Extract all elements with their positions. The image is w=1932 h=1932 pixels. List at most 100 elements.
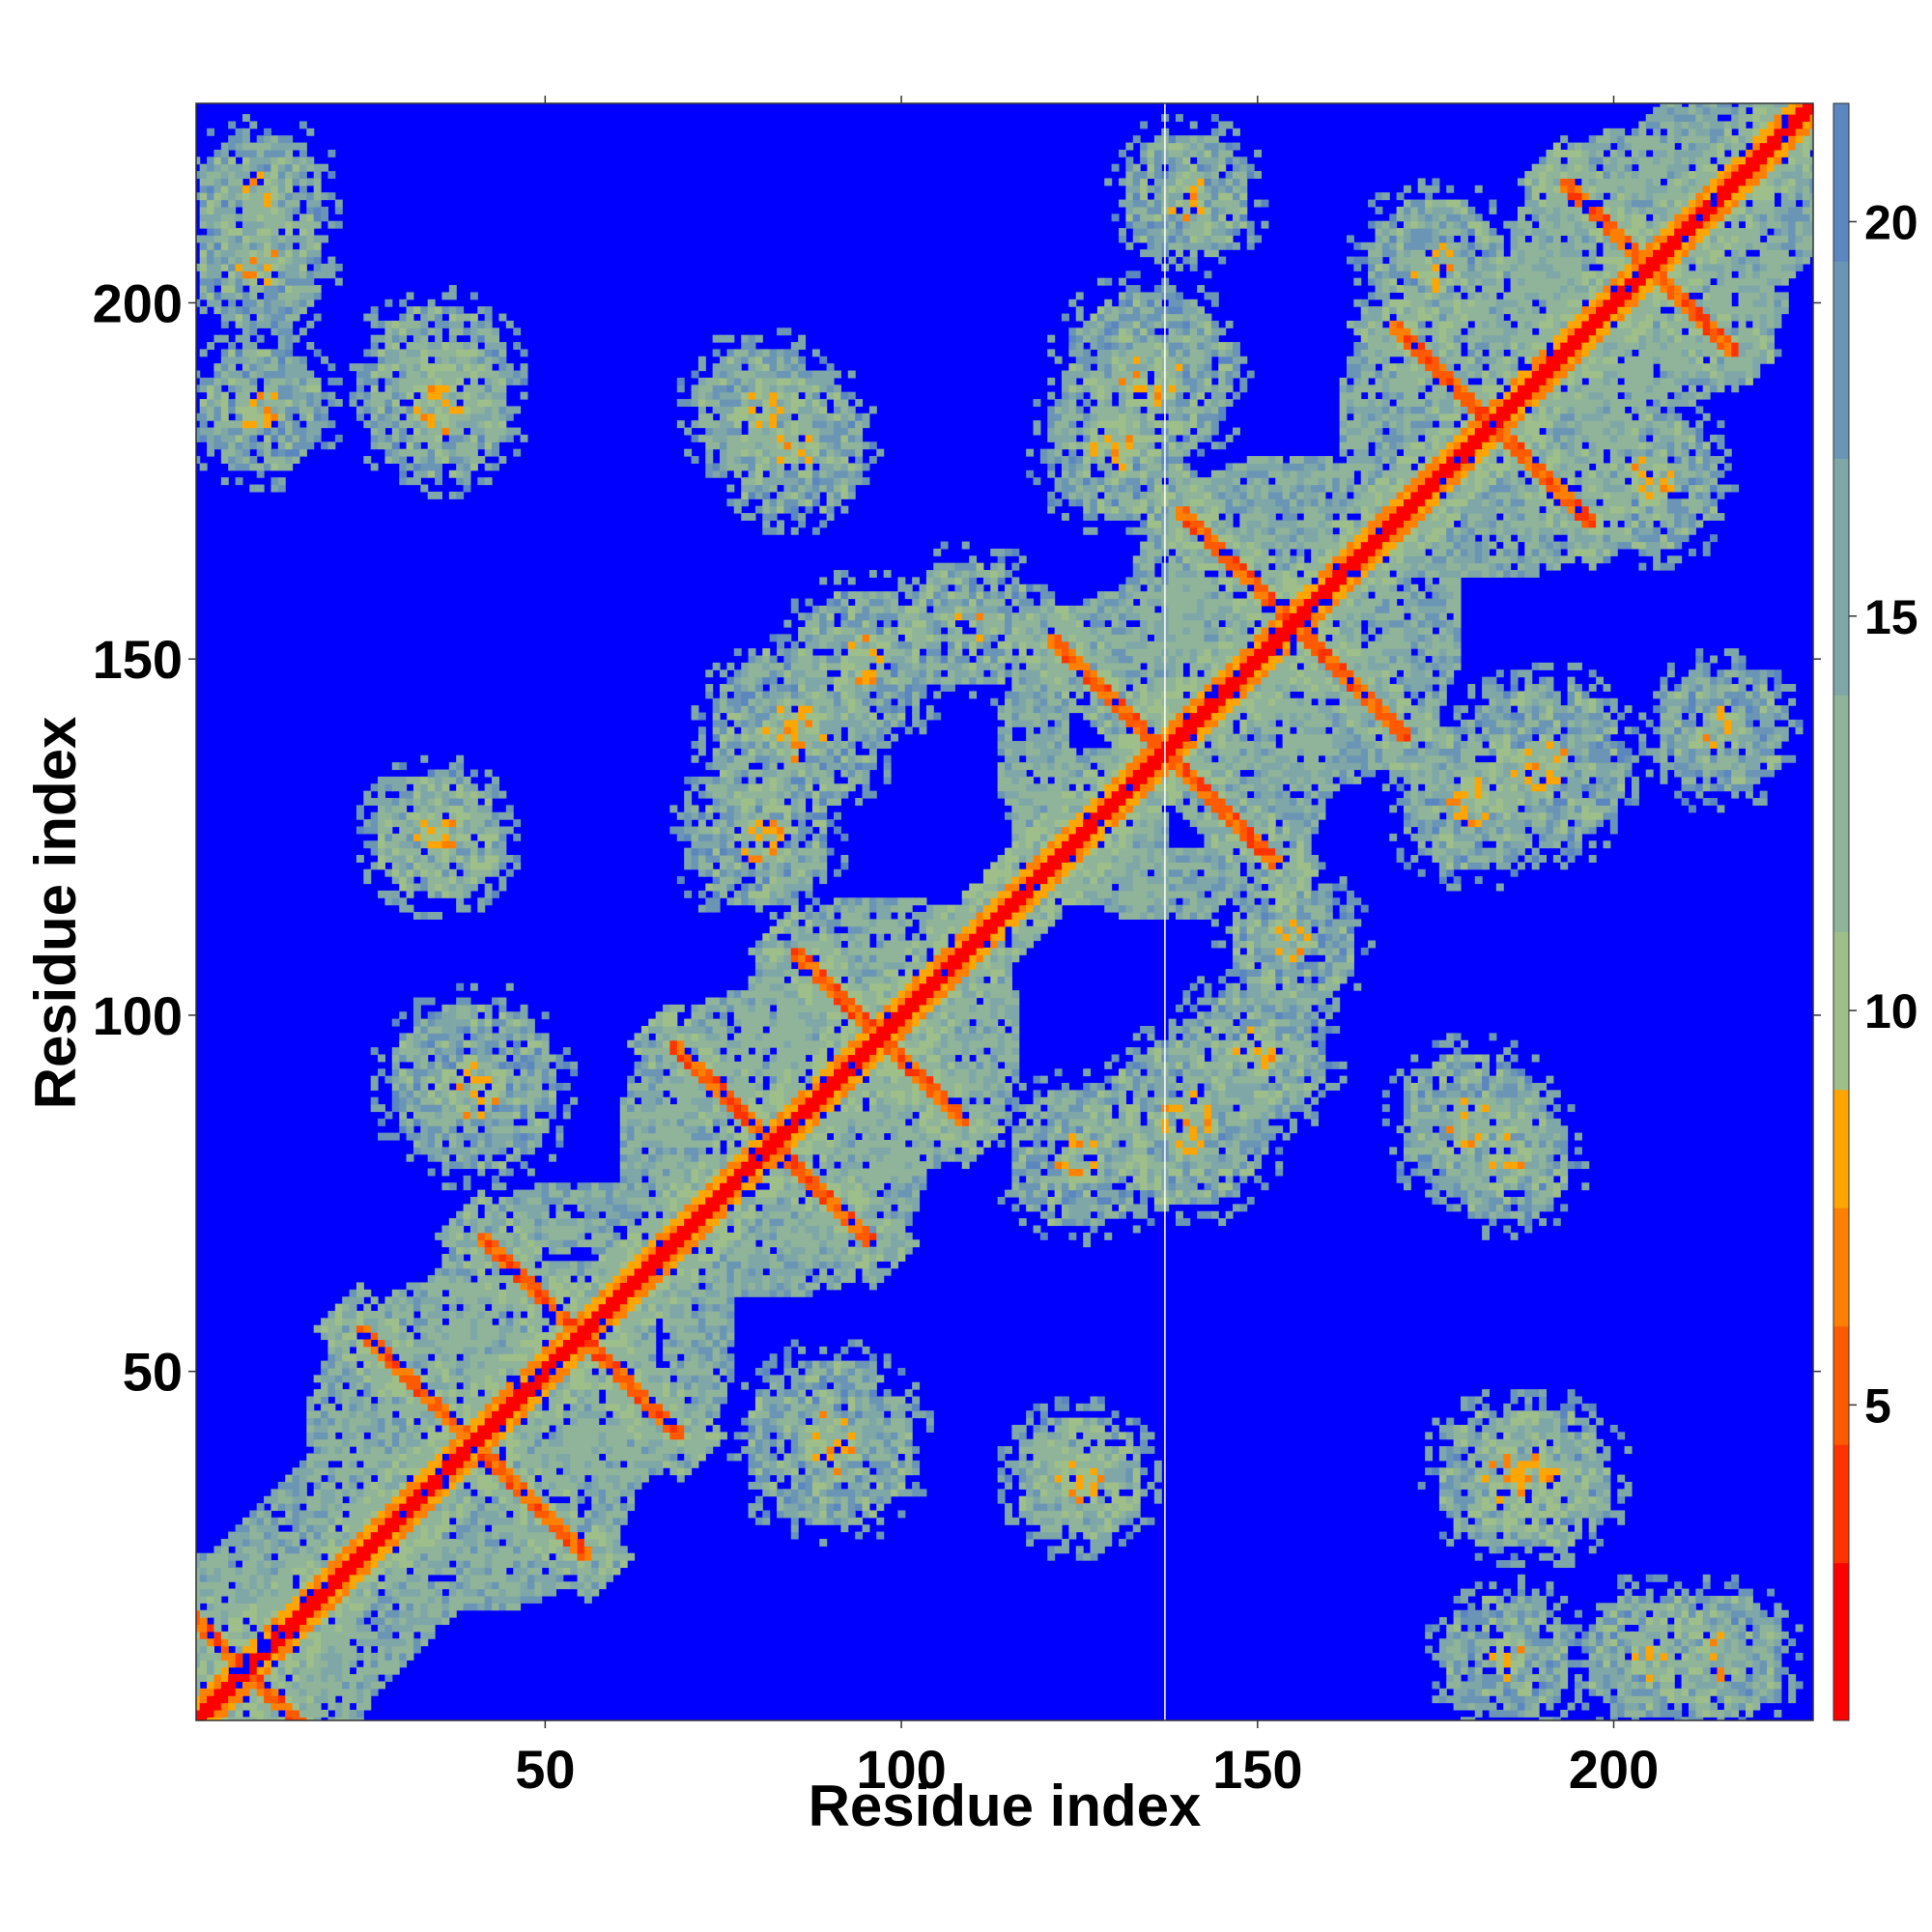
heatmap-cell xyxy=(513,1210,522,1219)
heatmap-cell xyxy=(441,1552,450,1561)
heatmap-cell xyxy=(242,306,250,315)
heatmap-cell xyxy=(441,1346,450,1354)
heatmap-cell xyxy=(378,1403,385,1411)
heatmap-cell xyxy=(498,1567,507,1576)
heatmap-cell xyxy=(412,1083,421,1091)
heatmap-cell xyxy=(598,1196,607,1205)
heatmap-cell xyxy=(199,185,208,193)
heatmap-cell xyxy=(370,783,379,792)
heatmap-cell xyxy=(264,1695,272,1704)
heatmap-cell xyxy=(463,1567,471,1576)
heatmap-cell xyxy=(199,285,208,293)
heatmap-cell xyxy=(249,484,258,493)
heatmap-cell xyxy=(406,847,414,856)
heatmap-cell xyxy=(477,1068,486,1077)
heatmap-cell xyxy=(612,1510,621,1519)
heatmap-cell xyxy=(477,320,486,328)
heatmap-cell xyxy=(435,769,442,778)
heatmap-cell xyxy=(306,1460,315,1468)
heatmap-cell xyxy=(412,1339,421,1348)
heatmap-cell xyxy=(492,1324,499,1333)
heatmap-cell xyxy=(441,1375,450,1383)
heatmap-cell xyxy=(448,876,457,885)
heatmap-cell xyxy=(355,1709,364,1718)
heatmap-cell xyxy=(378,1652,385,1661)
heatmap-cell xyxy=(313,242,322,250)
heatmap-cell xyxy=(463,1096,471,1105)
heatmap-cell xyxy=(448,1346,457,1354)
heatmap-cell xyxy=(334,206,343,214)
heatmap-cell xyxy=(313,1410,322,1419)
heatmap-cell xyxy=(363,1609,372,1618)
heatmap-cell xyxy=(384,349,393,357)
heatmap-cell xyxy=(370,1595,379,1604)
heatmap-cell xyxy=(520,1346,528,1354)
heatmap-cell xyxy=(612,1267,621,1276)
heatmap-cell xyxy=(534,1481,543,1490)
heatmap-cell xyxy=(484,883,493,892)
heatmap-cell xyxy=(463,1210,471,1219)
heatmap-cell xyxy=(264,1595,272,1604)
heatmap-cell xyxy=(427,441,436,450)
heatmap-cell xyxy=(327,270,336,279)
heatmap-cell xyxy=(399,1552,408,1561)
heatmap-cell xyxy=(541,1381,550,1390)
heatmap-cell xyxy=(207,1595,215,1604)
heatmap-cell xyxy=(448,776,457,784)
heatmap-cell xyxy=(412,1353,421,1362)
heatmap-cell xyxy=(363,363,372,372)
heatmap-cell xyxy=(285,178,294,186)
heatmap-cell xyxy=(292,399,300,407)
heatmap-cell xyxy=(370,1432,379,1440)
heatmap-cell xyxy=(456,769,465,778)
heatmap-cell xyxy=(412,1403,421,1411)
heatmap-cell xyxy=(363,790,372,799)
heatmap-cell xyxy=(391,1417,400,1426)
heatmap-cell xyxy=(634,1196,642,1205)
heatmap-cell xyxy=(549,1538,556,1547)
heatmap-cell xyxy=(427,1432,436,1440)
heatmap-cell xyxy=(399,1090,408,1098)
heatmap-cell xyxy=(648,1403,657,1411)
heatmap-cell xyxy=(406,1617,414,1626)
heatmap-cell xyxy=(441,1039,450,1048)
heatmap-cell xyxy=(505,363,514,372)
heatmap-cell xyxy=(627,1104,636,1113)
heatmap-cell xyxy=(363,1403,372,1411)
heatmap-cell xyxy=(477,1375,486,1383)
heatmap-cell xyxy=(555,1403,564,1411)
heatmap-cell xyxy=(498,1495,507,1504)
heatmap-cell xyxy=(391,1396,400,1405)
heatmap-cell xyxy=(505,1232,514,1240)
heatmap-cell xyxy=(420,1104,429,1113)
heatmap-cell xyxy=(391,1660,400,1668)
heatmap-cell xyxy=(427,1096,436,1105)
heatmap-cell xyxy=(435,1147,442,1155)
heatmap-cell xyxy=(399,477,408,486)
heatmap-cell xyxy=(378,1595,385,1604)
heatmap-cell xyxy=(313,1438,322,1447)
heatmap-cell xyxy=(562,1567,571,1576)
heatmap-cell xyxy=(412,1381,421,1390)
heatmap-cell xyxy=(399,1403,408,1411)
heatmap-cell xyxy=(420,1339,429,1348)
heatmap-cell xyxy=(463,434,471,442)
heatmap-cell xyxy=(420,406,429,414)
heatmap-cell xyxy=(292,1617,300,1626)
heatmap-cell xyxy=(640,1467,649,1476)
heatmap-cell xyxy=(648,1282,657,1291)
heatmap-cell xyxy=(285,156,294,165)
heatmap-cell xyxy=(207,270,215,279)
heatmap-cell xyxy=(498,1360,507,1369)
heatmap-cell xyxy=(292,1474,300,1483)
heatmap-cell xyxy=(505,1090,514,1098)
heatmap-cell xyxy=(412,1061,421,1069)
heatmap-cell xyxy=(634,1189,642,1198)
heatmap-cell xyxy=(541,1546,550,1554)
heatmap-cell xyxy=(498,1517,507,1525)
heatmap-cell xyxy=(196,263,201,271)
heatmap-cell xyxy=(285,1652,294,1661)
heatmap-cell xyxy=(492,420,499,429)
heatmap-cell xyxy=(313,1574,322,1582)
heatmap-cell xyxy=(583,1396,592,1405)
